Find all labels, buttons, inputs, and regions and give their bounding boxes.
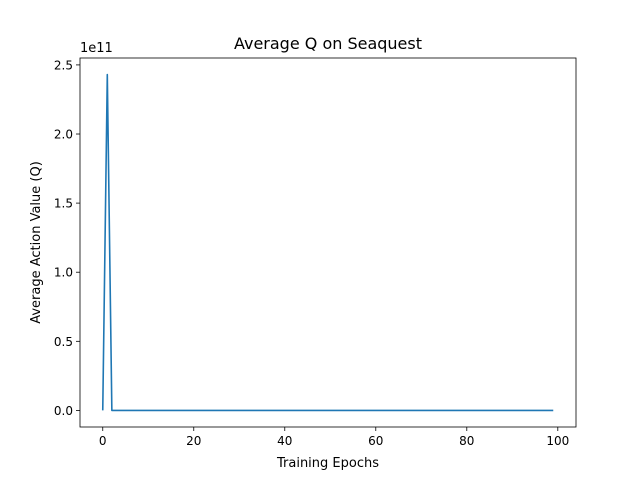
y-tick-label: 0.0 (54, 404, 73, 418)
axes-background (80, 58, 576, 427)
y-tick-label: 1.5 (54, 197, 73, 211)
x-tick-label: 40 (277, 434, 292, 448)
x-axis-label: Training Epochs (276, 456, 379, 471)
y-axis-label: Average Action Value (Q) (29, 161, 44, 324)
x-tick-label: 0 (99, 434, 107, 448)
series-layer (101, 73, 554, 412)
x-tick-label: 20 (186, 434, 201, 448)
plot-area (79, 57, 577, 428)
y-tick-label: 1.0 (54, 266, 73, 280)
chart-title: Average Q on Seaquest (234, 34, 422, 53)
y-tick-label: 0.5 (54, 335, 73, 349)
x-tick-label: 60 (368, 434, 383, 448)
y-axis: 0.0 0.5 1.0 1.5 2.0 2.5 (54, 58, 80, 418)
x-tick-label: 100 (546, 434, 569, 448)
x-axis: 0 20 40 60 80 100 (99, 427, 569, 448)
x-tick-label: 80 (459, 434, 474, 448)
axes-frame (79, 57, 577, 428)
y-tick-label: 2.5 (54, 58, 73, 72)
series-line (101, 73, 554, 412)
y-offset-label: 1e11 (80, 41, 113, 56)
y-tick-label: 2.0 (54, 128, 73, 142)
